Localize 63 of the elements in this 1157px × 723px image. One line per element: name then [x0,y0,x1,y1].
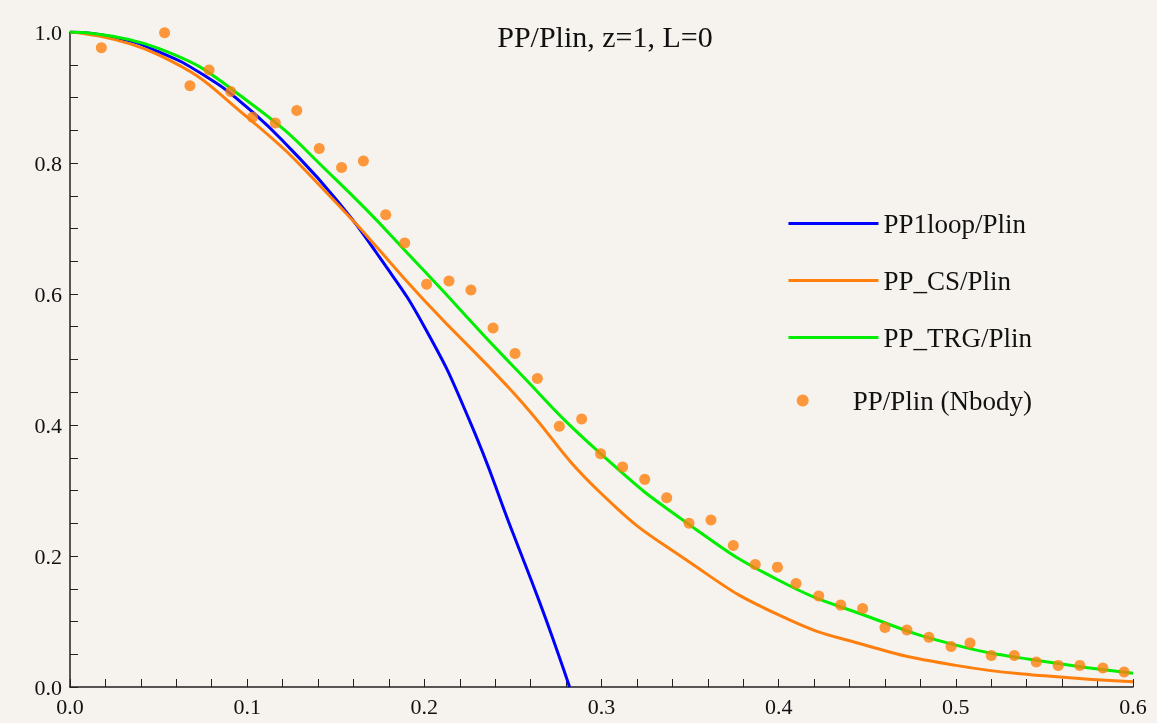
point [380,209,392,221]
point [1074,659,1086,671]
point [159,27,171,39]
x-tick-label: 0.2 [410,693,439,719]
point [421,278,433,290]
point [225,86,237,98]
point [661,492,673,504]
point [813,590,825,602]
point [443,275,455,287]
point [639,473,651,485]
x-tick-label: 0.5 [942,693,970,719]
point [509,348,521,360]
point [683,517,695,529]
point [576,413,588,425]
point [203,64,215,76]
x-tick-label: 0.1 [233,693,261,719]
y-tick-label: 0.2 [34,543,62,569]
point [95,42,107,54]
point [617,461,629,473]
point [246,111,258,123]
y-tick-label: 1.0 [34,19,62,45]
point [1118,666,1130,678]
point [531,373,543,384]
point [835,599,847,611]
point [336,162,348,174]
point [399,237,411,249]
point [269,117,281,129]
point [1097,662,1109,674]
x-tick-label: 0.4 [764,693,793,719]
point [790,578,802,590]
y-tick-label: 0.4 [34,412,62,438]
point [184,80,196,92]
point [964,637,976,649]
point [771,561,783,573]
point [357,155,369,167]
point [727,540,739,552]
legend-label: PP_TRG/Plin [883,322,1033,353]
point [1008,650,1020,662]
y-tick-label: 0.0 [34,674,62,700]
point [749,559,761,571]
legend-label: PP_CS/Plin [883,265,1012,296]
point [595,448,607,460]
legend-label: PP1loop/Plin [883,208,1027,239]
x-tick-label: 0.6 [1119,693,1147,719]
point [487,322,499,334]
point [465,284,477,296]
chart-title: PP/Plin, z=1, L=0 [497,19,713,53]
point [901,624,913,636]
point [923,631,935,643]
point [291,105,303,117]
point [313,143,325,155]
point [879,621,891,633]
y-tick-label: 0.6 [34,281,62,307]
point [945,640,957,652]
y-tick-label: 0.8 [34,150,62,176]
legend-label: PP/Plin (Nbody) [852,385,1033,416]
point [1030,656,1042,668]
point [985,650,997,662]
x-tick-label: 0.3 [587,693,616,719]
point [1052,659,1064,671]
point [553,420,565,432]
point [857,602,869,614]
point [705,514,717,526]
